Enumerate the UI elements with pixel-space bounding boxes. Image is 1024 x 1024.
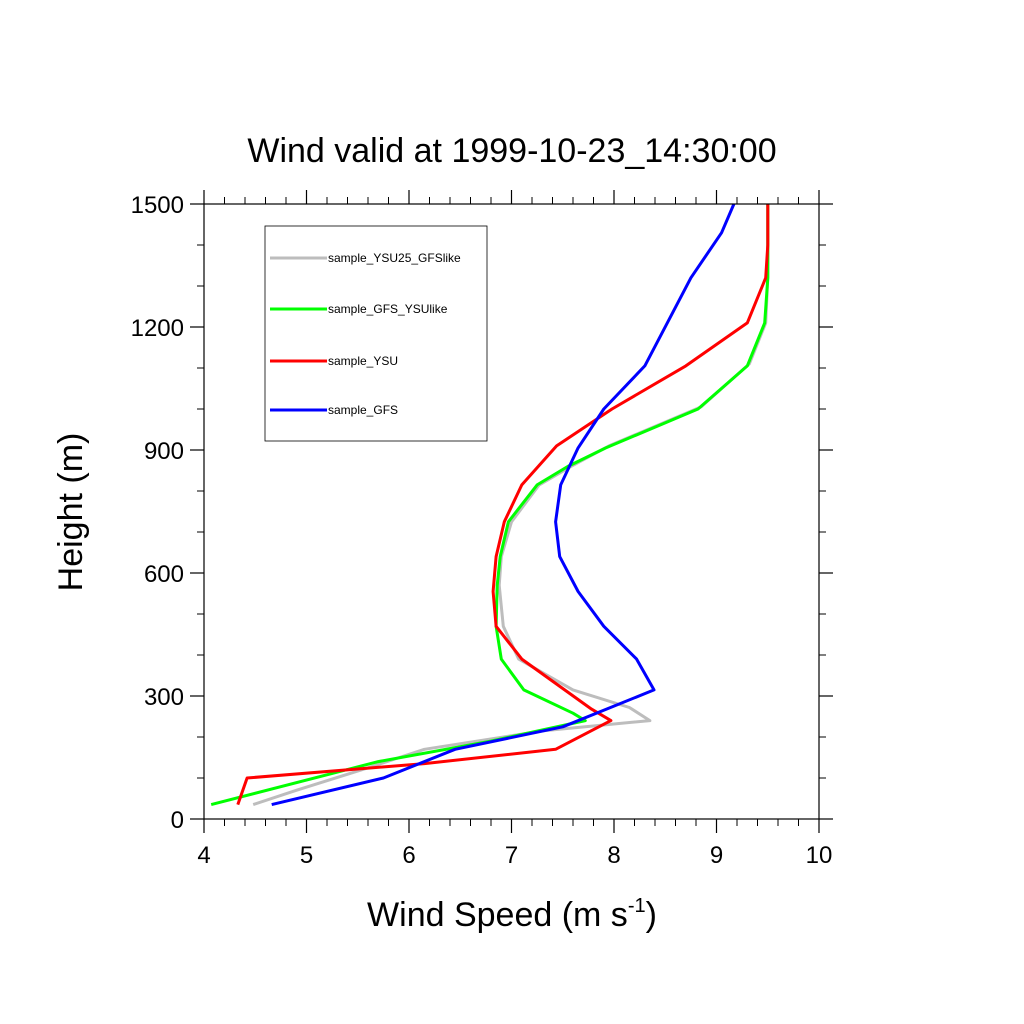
x-axis-label-main: Wind Speed (m s bbox=[367, 896, 628, 934]
legend-label: sample_YSU25_GFSlike bbox=[328, 251, 461, 265]
x-tick-label: 10 bbox=[806, 842, 833, 869]
x-tick-label: 4 bbox=[197, 842, 210, 869]
x-tick-label: 9 bbox=[710, 842, 723, 869]
x-tick-label: 6 bbox=[402, 842, 415, 869]
legend-box bbox=[264, 225, 488, 442]
y-tick-label: 0 bbox=[171, 807, 184, 834]
series-line-sample_YSU bbox=[236, 204, 770, 806]
legend-label: sample_YSU bbox=[328, 354, 398, 368]
y-tick-label: 300 bbox=[144, 684, 184, 711]
x-tick-label: 5 bbox=[300, 842, 313, 869]
x-axis-label-superscript: -1 bbox=[628, 895, 646, 917]
x-tick-label: 8 bbox=[607, 842, 620, 869]
chart-title: Wind valid at 1999-10-23_14:30:00 bbox=[247, 132, 776, 170]
y-tick-label: 1200 bbox=[131, 315, 184, 342]
legend-items: sample_YSU25_GFSlike sample_GFS_YSUlikesa… bbox=[270, 251, 461, 417]
series-line-sample_GFS bbox=[271, 203, 736, 807]
legend: sample_YSU25_GFSlike sample_GFS_YSUlikesa… bbox=[264, 225, 488, 442]
legend-label: sample_GFS_YSUlike bbox=[328, 302, 448, 316]
y-tick-label: 600 bbox=[144, 561, 184, 588]
y-tick-label: 1500 bbox=[131, 192, 184, 219]
y-axis-label: Height (m) bbox=[52, 433, 90, 592]
legend-label: sample_GFS bbox=[328, 403, 398, 417]
x-tick-label: 7 bbox=[505, 842, 518, 869]
axis-ticks bbox=[190, 190, 833, 833]
x-axis-label-tail: ) bbox=[646, 896, 657, 934]
series-layer bbox=[210, 203, 770, 807]
y-tick-label: 900 bbox=[144, 438, 184, 465]
tick-labels: 4 5 6 7 8 9 10 0 300 600 900 1200 1500 bbox=[131, 192, 833, 869]
x-axis-label: Wind Speed (m s-1) bbox=[367, 895, 657, 934]
